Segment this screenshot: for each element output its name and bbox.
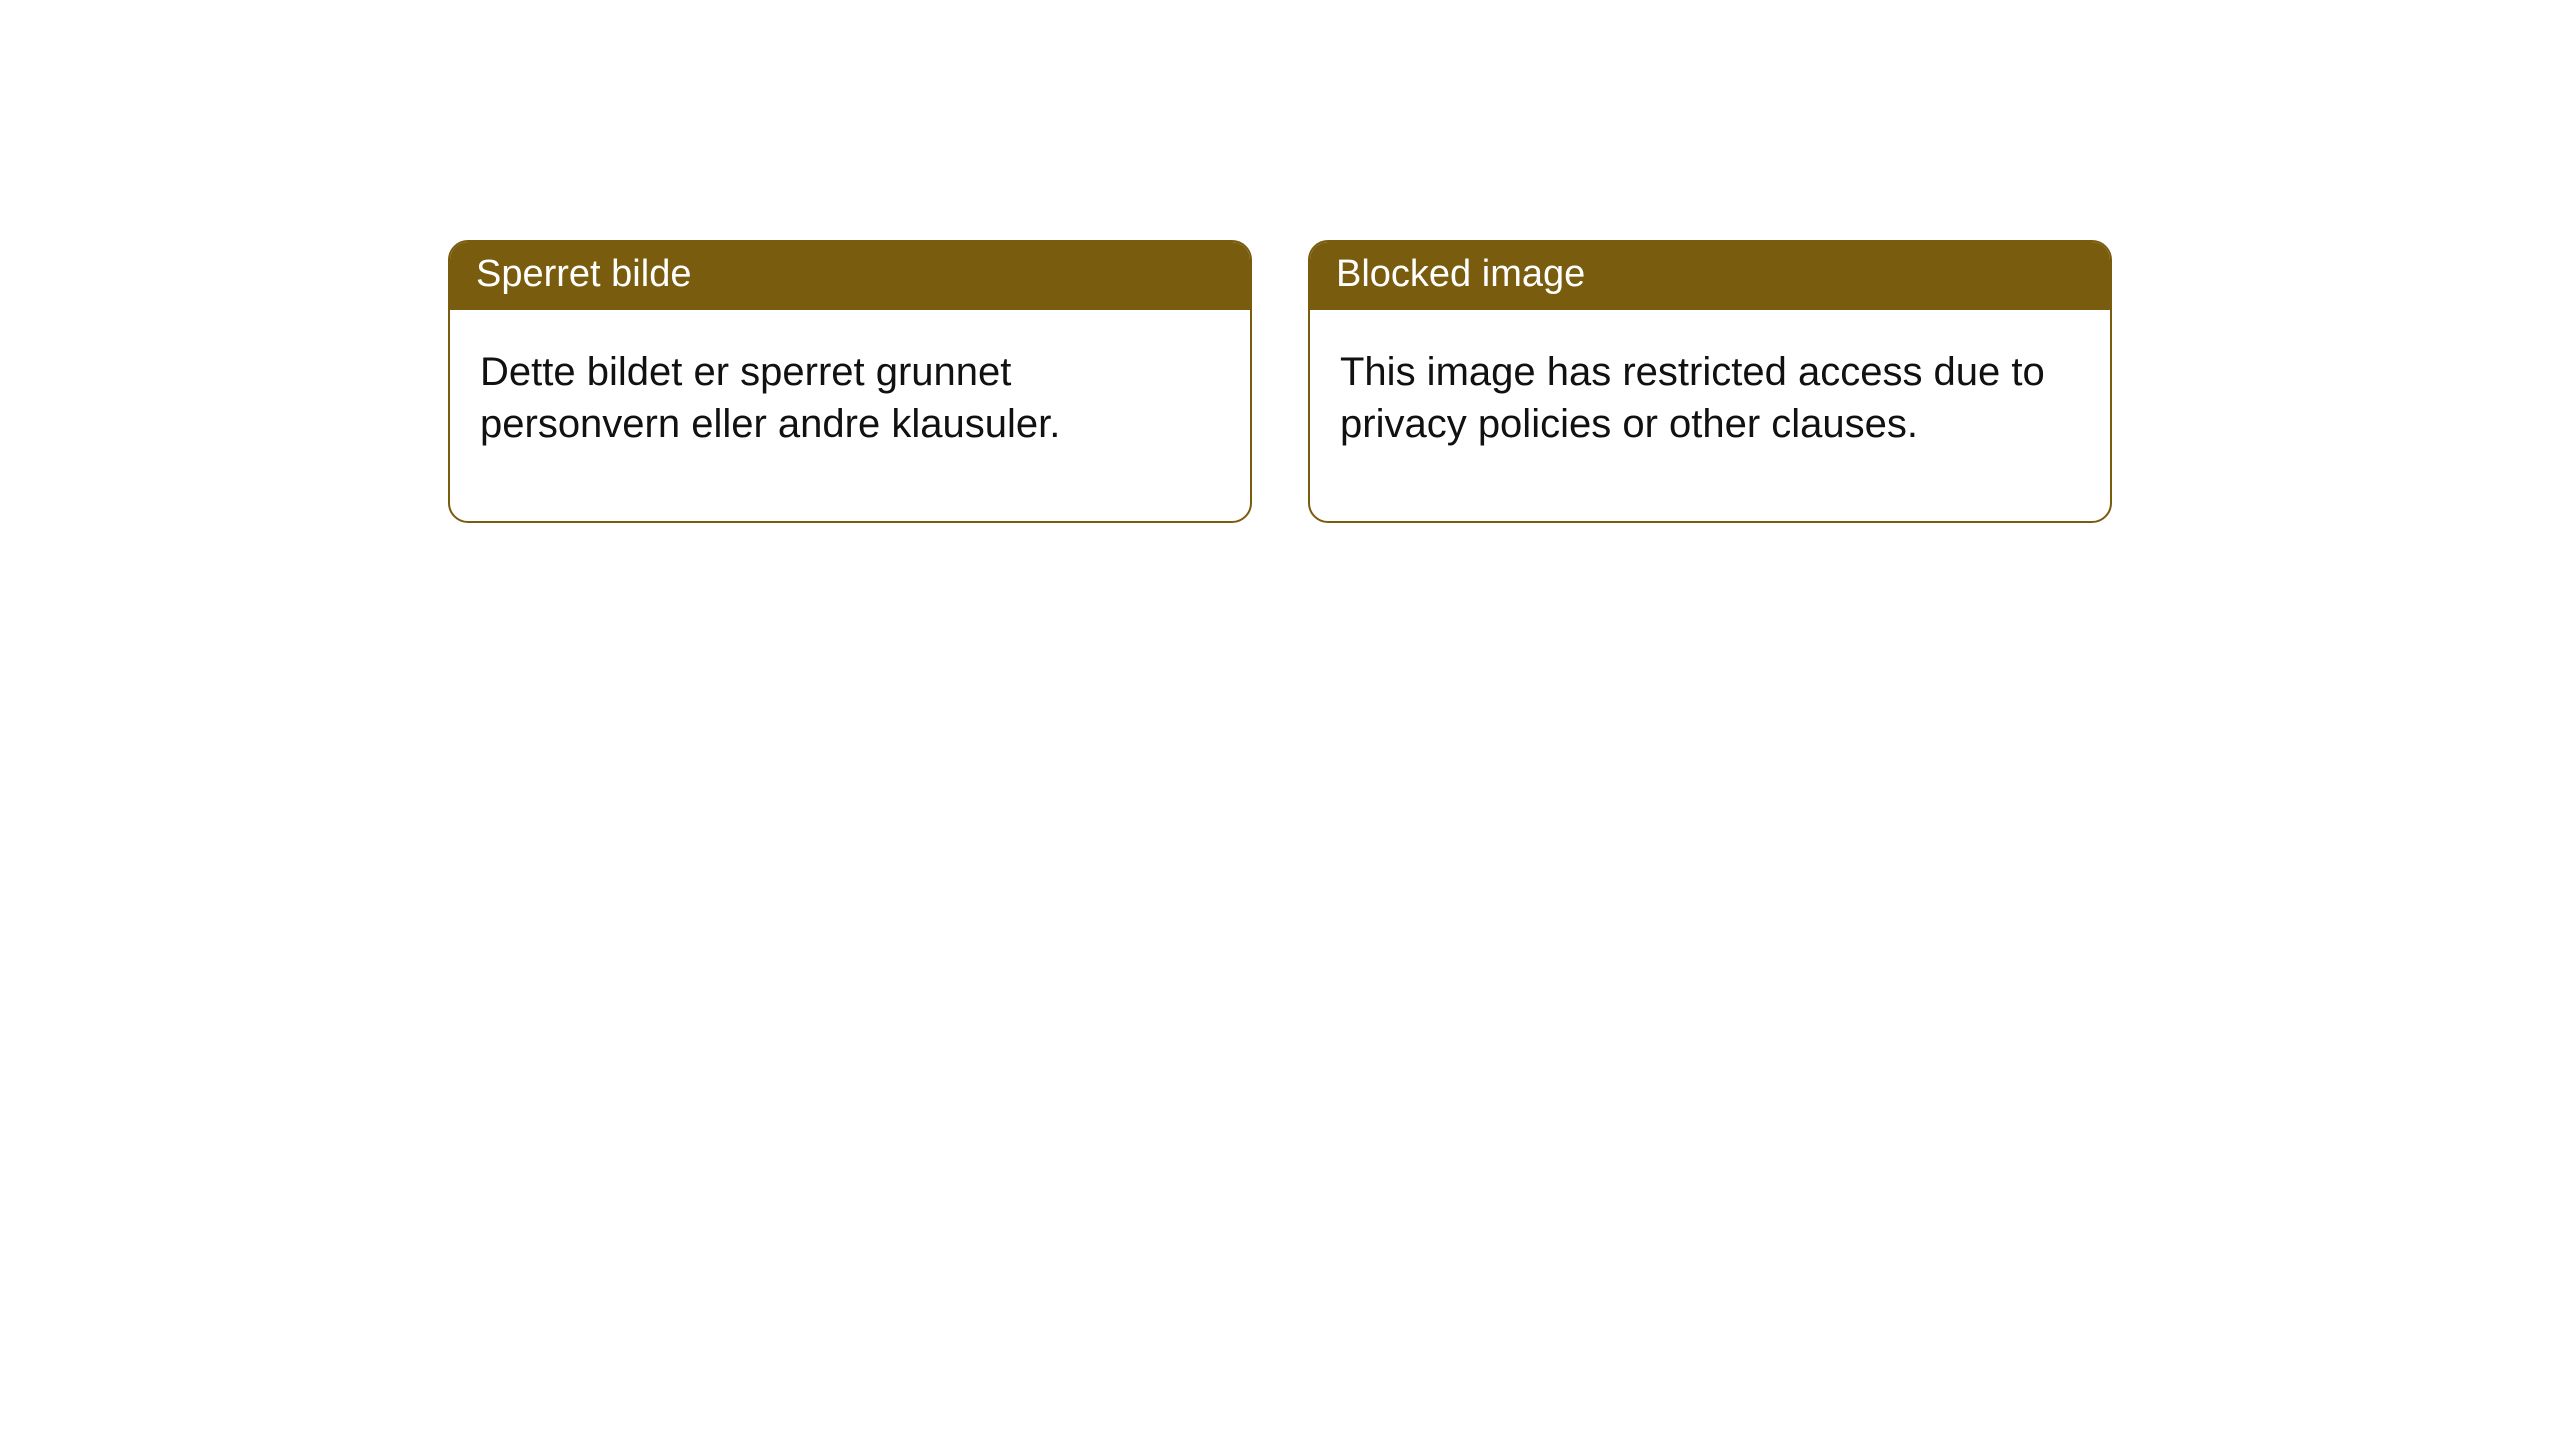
- notice-title-no: Sperret bilde: [450, 242, 1250, 310]
- notice-card-english: Blocked image This image has restricted …: [1308, 240, 2112, 523]
- notice-card-norwegian: Sperret bilde Dette bildet er sperret gr…: [448, 240, 1252, 523]
- notice-body-en: This image has restricted access due to …: [1310, 310, 2110, 522]
- notice-body-no: Dette bildet er sperret grunnet personve…: [450, 310, 1250, 522]
- notice-title-en: Blocked image: [1310, 242, 2110, 310]
- notice-container: Sperret bilde Dette bildet er sperret gr…: [0, 240, 2560, 523]
